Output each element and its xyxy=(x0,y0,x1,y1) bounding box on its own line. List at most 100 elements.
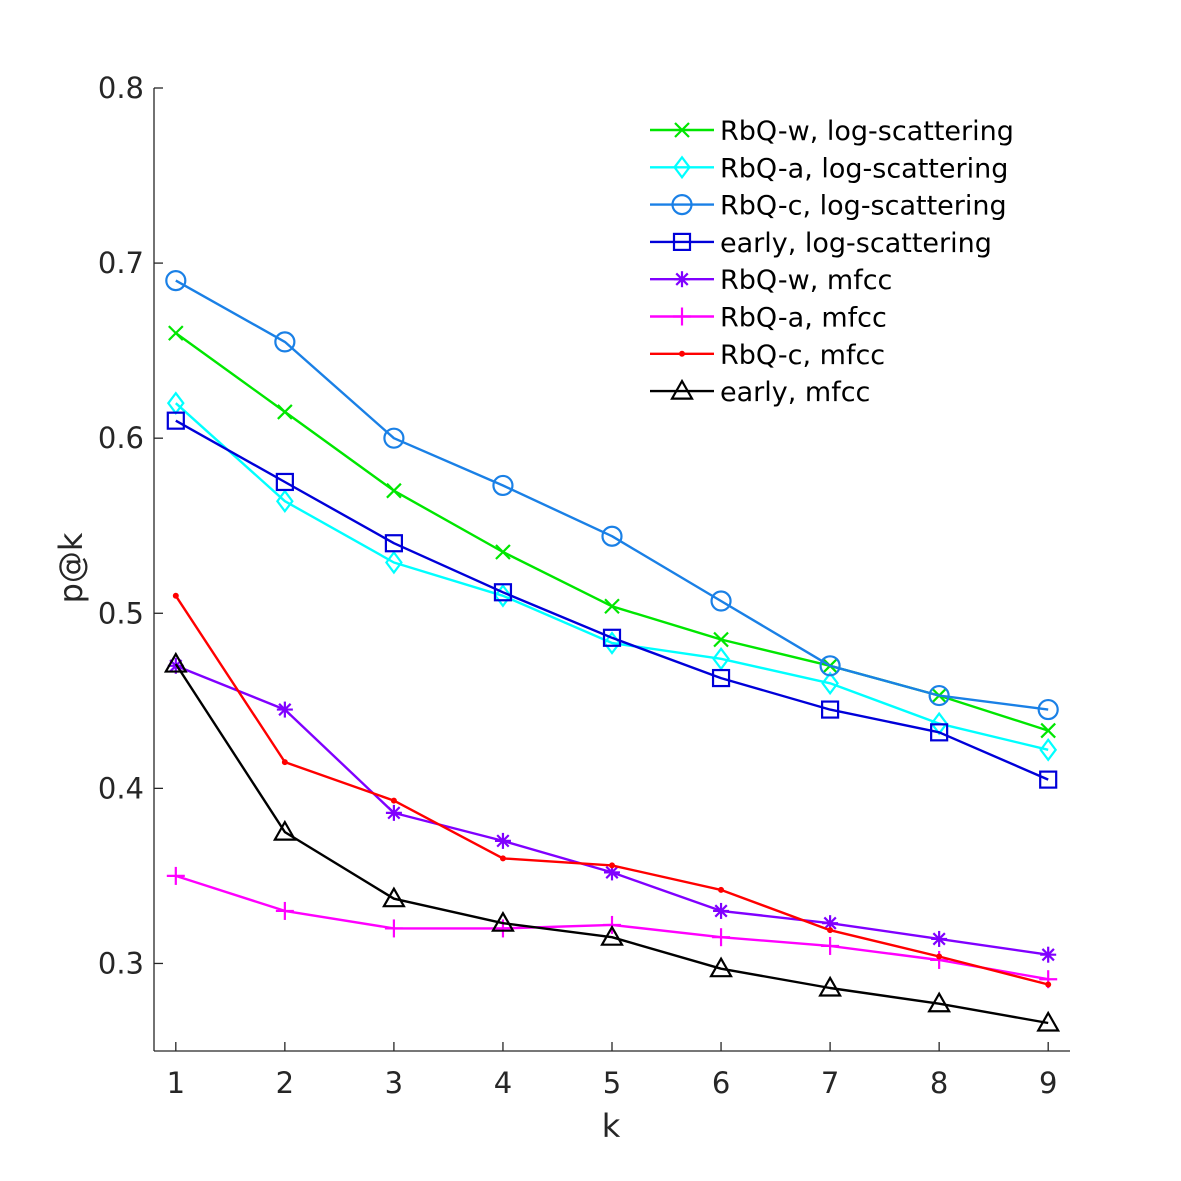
data-point xyxy=(275,489,294,514)
x-tick-label: 5 xyxy=(603,1066,621,1100)
legend-entry: RbQ-a, mfcc xyxy=(650,303,887,334)
data-point xyxy=(609,862,615,869)
data-point xyxy=(712,646,730,671)
data-point xyxy=(713,902,730,919)
legend-label: early, mfcc xyxy=(720,377,870,408)
data-point xyxy=(493,583,513,602)
legend-marker xyxy=(679,350,685,357)
y-tick-label: 0.4 xyxy=(98,771,144,805)
data-point xyxy=(1040,946,1057,963)
x-tick-label: 9 xyxy=(1039,1066,1057,1100)
x-axis-label: k xyxy=(602,1107,621,1145)
data-point xyxy=(386,482,402,499)
data-point xyxy=(819,655,841,677)
data-point xyxy=(276,701,293,718)
legend-marker xyxy=(674,122,690,138)
legend-marker xyxy=(673,307,691,326)
series-6 xyxy=(172,592,1052,988)
legend-label: RbQ-c, log-scattering xyxy=(720,191,1007,222)
data-point xyxy=(385,550,403,575)
data-point xyxy=(166,411,185,430)
data-point xyxy=(1036,1010,1061,1032)
data-point xyxy=(602,628,622,647)
x-tick-label: 1 xyxy=(167,1066,185,1100)
x-tick-label: 3 xyxy=(385,1066,403,1100)
data-point xyxy=(1039,770,1058,789)
data-point xyxy=(930,723,949,742)
x-tick-label: 7 xyxy=(821,1066,839,1100)
series-4 xyxy=(167,657,1057,963)
data-point xyxy=(712,928,731,947)
series-line xyxy=(175,279,1049,711)
legend-marker xyxy=(672,232,692,251)
data-point xyxy=(492,474,514,497)
data-point xyxy=(1039,738,1058,762)
data-point xyxy=(818,975,842,997)
y-axis-label: p@k xyxy=(52,532,90,603)
data-point xyxy=(168,325,184,341)
legend-marker xyxy=(673,155,691,180)
legend-label: RbQ-c, mfcc xyxy=(720,340,885,371)
data-point xyxy=(600,924,624,946)
data-point xyxy=(604,598,620,615)
legend-entry: RbQ-c, log-scattering xyxy=(650,191,1007,222)
legend-label: RbQ-a, mfcc xyxy=(720,303,887,334)
data-point xyxy=(384,919,403,938)
data-point xyxy=(713,631,729,648)
data-point xyxy=(821,671,839,696)
legend-entry: RbQ-w, log-scattering xyxy=(650,116,1014,147)
data-point xyxy=(390,797,397,804)
data-point xyxy=(382,886,406,908)
data-point xyxy=(274,331,296,353)
y-tick-label: 0.5 xyxy=(98,596,144,630)
data-point xyxy=(272,819,297,841)
data-point xyxy=(494,583,512,608)
data-point xyxy=(711,668,731,688)
legend-label: early, log-scattering xyxy=(720,228,992,259)
legend-entry: early, mfcc xyxy=(650,377,870,408)
series-7 xyxy=(163,651,1061,1032)
data-point xyxy=(820,700,840,719)
legend-entry: RbQ-a, log-scattering xyxy=(650,153,1008,184)
data-point xyxy=(166,866,185,885)
data-point xyxy=(1040,722,1056,739)
series-line xyxy=(174,402,1049,751)
legend-entry: RbQ-w, mfcc xyxy=(650,265,892,296)
data-point xyxy=(275,901,294,920)
y-tick-label: 0.6 xyxy=(98,421,144,455)
data-point xyxy=(1037,698,1059,721)
series-2 xyxy=(165,270,1059,721)
legend-entry: early, log-scattering xyxy=(650,228,992,259)
data-point xyxy=(163,651,188,673)
legend-marker xyxy=(671,194,693,216)
data-point xyxy=(494,832,511,849)
axes: 1 2 3 4 5 6 7 8 9 0.3 0.4 0.5 0.6 0.7 0.8 xyxy=(98,71,1070,1100)
data-point xyxy=(491,910,515,932)
series-line xyxy=(175,419,1049,781)
data-point xyxy=(928,684,950,707)
y-tick-label: 0.3 xyxy=(98,946,144,980)
x-tick-label: 2 xyxy=(276,1066,294,1100)
legend-marker xyxy=(674,271,690,288)
data-point xyxy=(383,427,405,449)
data-point xyxy=(499,855,506,862)
data-point xyxy=(281,759,288,766)
legend: RbQ-w, log-scattering RbQ-a, log-scatteri… xyxy=(650,116,1014,408)
legend-label: RbQ-a, log-scattering xyxy=(720,153,1008,184)
x-tick-label: 6 xyxy=(712,1066,730,1100)
data-point xyxy=(165,270,187,292)
data-point xyxy=(1045,981,1052,988)
series-3 xyxy=(166,411,1058,789)
data-point xyxy=(277,404,293,420)
data-point xyxy=(172,592,179,599)
legend-entry: RbQ-c, mfcc xyxy=(650,340,885,371)
data-point xyxy=(827,927,834,934)
data-point xyxy=(603,915,621,934)
data-point xyxy=(709,956,733,978)
data-point xyxy=(275,472,294,492)
data-point xyxy=(927,991,952,1013)
data-point xyxy=(385,804,402,821)
series-5 xyxy=(166,866,1058,989)
